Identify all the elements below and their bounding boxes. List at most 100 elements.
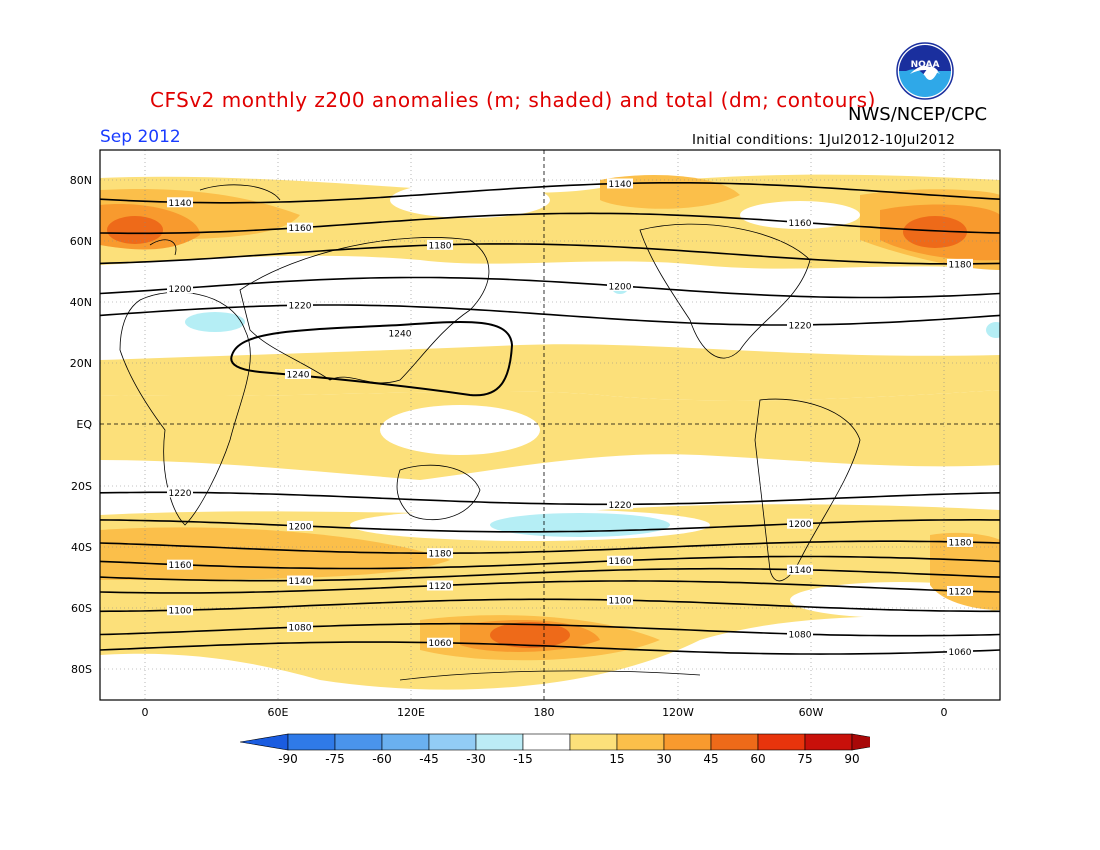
contour-label-bg — [287, 622, 313, 633]
colorbar-tick-label: 45 — [703, 752, 718, 766]
contour-label-bg — [607, 280, 633, 291]
anomaly-shade-15 — [100, 344, 1000, 401]
contour-label: 1120 — [949, 587, 972, 597]
colorbar-arrow-right — [851, 733, 870, 751]
contour-label: 1120 — [429, 582, 452, 592]
contour-label-bg — [287, 222, 313, 233]
anomaly-shade-neg15 — [986, 322, 1000, 338]
contour-label-bg — [607, 595, 633, 606]
contour-label: 1240 — [287, 371, 310, 381]
contour-label: 1200 — [169, 285, 192, 295]
contour-label-bg — [607, 178, 633, 189]
contour-label-bg — [167, 487, 193, 498]
contour-line — [100, 182, 1000, 204]
asia-coastline — [239, 237, 490, 384]
contour-line — [100, 598, 1000, 613]
lon-label: 180 — [534, 706, 555, 719]
contour-label-bg — [167, 283, 193, 294]
colorbar-tick-label: -90 — [278, 752, 298, 766]
contour-label-bg — [387, 328, 413, 338]
anomaly-shade-60 — [490, 622, 570, 648]
colorbar-tick-label: 75 — [797, 752, 812, 766]
contour-label-bg — [787, 518, 813, 529]
contour-label: 1160 — [609, 557, 632, 567]
contour-label-bg — [167, 605, 193, 616]
contour-label-bg — [947, 536, 973, 547]
contour-label: 1200 — [289, 522, 312, 532]
contour-label: 1180 — [429, 241, 452, 251]
colorbar-tick-label: 60 — [750, 752, 765, 766]
contour-label-bg — [167, 559, 193, 570]
contour-line — [100, 519, 1000, 533]
contour-line — [100, 622, 1000, 637]
lat-label: 40S — [71, 541, 92, 554]
contour-label: 1140 — [789, 566, 812, 576]
contour-label-bg — [287, 520, 313, 531]
anomaly-shade-0 — [380, 405, 540, 455]
contour-line — [100, 555, 1000, 570]
colorbar-tick-label: -60 — [372, 752, 392, 766]
contour-label-bg — [787, 217, 813, 228]
contour-label-bg — [607, 499, 633, 510]
contour-label: 1080 — [289, 624, 312, 634]
lon-label: 60E — [268, 706, 289, 719]
contour-label: 1140 — [169, 199, 192, 209]
colorbar-swatch — [522, 733, 571, 751]
contour-label-bg — [427, 548, 453, 559]
initial-conditions: Initial conditions: 1Jul2012-10Jul2012 — [692, 132, 956, 148]
contour-label: 1180 — [429, 550, 452, 560]
anomaly-shade-0 — [740, 201, 860, 229]
contour-label: 1080 — [789, 631, 812, 641]
north-america-coastline — [639, 223, 811, 359]
colorbar-swatches — [240, 733, 870, 751]
contour-label: 1160 — [169, 561, 192, 571]
contour-label: 1180 — [949, 538, 972, 548]
anomaly-shade-0 — [690, 290, 1000, 350]
contour-line — [100, 491, 1000, 506]
contour-label-bg — [427, 580, 453, 591]
contour-label-bg — [787, 564, 813, 575]
anomaly-shade-15 — [100, 174, 1000, 270]
colorbar-labels: -90 -75 -60 -45 -30 -15 15 30 45 60 75 90 — [278, 752, 859, 766]
contour-label-bg — [287, 575, 313, 586]
coastlines — [119, 184, 861, 681]
anomaly-shade-neg15 — [490, 513, 670, 537]
colorbar-tick-label: -30 — [466, 752, 486, 766]
contour-label: 1160 — [289, 224, 312, 234]
lat-label: 80S — [71, 663, 92, 676]
anomaly-shade-neg15 — [185, 312, 245, 332]
lat-label: 20N — [70, 357, 92, 370]
lon-label: 60W — [799, 706, 824, 719]
contour-label: 1220 — [789, 321, 812, 331]
contour-label: 1200 — [789, 520, 812, 530]
contour-label-bg — [607, 555, 633, 566]
forecast-month: Sep 2012 — [100, 127, 181, 147]
contour-line — [100, 641, 1000, 655]
reference-lines — [100, 150, 1000, 700]
map-frame — [99, 149, 1001, 701]
contour-label: 1060 — [949, 648, 972, 658]
contour-label-bg — [947, 585, 973, 596]
europe-coastline — [149, 184, 281, 256]
contour-label: 1140 — [289, 577, 312, 587]
lat-label: 60S — [71, 602, 92, 615]
contour-label-bg — [787, 319, 813, 330]
contour-line — [100, 212, 1000, 235]
lon-label: 120E — [397, 706, 425, 719]
colorbar-swatch — [334, 733, 383, 751]
contour-label: 1180 — [949, 260, 972, 270]
longitude-axis: 0 60E 120E 180 120W 60W 0 — [142, 706, 948, 719]
page-title: CFSv2 monthly z200 anomalies (m; shaded)… — [150, 88, 876, 112]
contour-label: 1200 — [609, 282, 632, 292]
lat-label: 40N — [70, 296, 92, 309]
colorbar-swatch — [475, 733, 524, 751]
contour-label-bg — [287, 300, 313, 311]
contour-label: 1220 — [289, 302, 312, 312]
lat-label: 60N — [70, 235, 92, 248]
colorbar-tick-label: 30 — [656, 752, 671, 766]
contour-label-bg — [167, 197, 193, 208]
anomaly-shade-60 — [107, 216, 163, 244]
noaa-logo-icon: NOAA — [896, 42, 954, 100]
contour-label-bg — [947, 646, 973, 657]
